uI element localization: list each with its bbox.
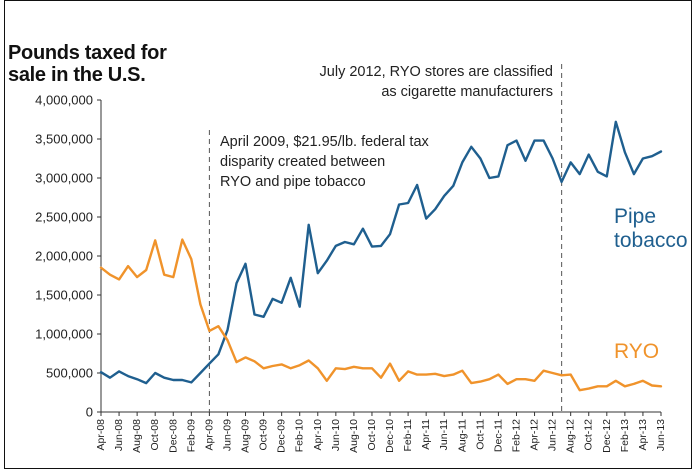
x-tick-label: Feb-10 xyxy=(294,419,306,452)
series-line-ryo xyxy=(99,238,663,392)
x-tick-label: Feb-09 xyxy=(185,419,197,452)
x-tick-label: Apr-08 xyxy=(95,419,107,451)
x-tick-label: Oct-12 xyxy=(583,419,595,451)
x-tick-label: Jun-12 xyxy=(547,419,559,451)
y-tick-label: 2,500,000 xyxy=(35,210,93,225)
series-line-pipe-tobacco xyxy=(99,120,663,385)
x-tick-label: Jun-08 xyxy=(113,419,125,451)
x-tick-label: Dec-08 xyxy=(167,419,179,453)
x-tick-label: Dec-10 xyxy=(384,419,396,453)
x-tick-label: Apr-12 xyxy=(529,419,541,451)
x-tick-label: Dec-09 xyxy=(276,419,288,453)
chart-title-line-2: sale in the U.S. xyxy=(8,64,146,86)
x-tick-label: Apr-13 xyxy=(637,419,649,451)
x-tick-label: Aug-10 xyxy=(348,419,360,453)
x-tick-label: Dec-11 xyxy=(492,419,504,452)
series-label: RYO xyxy=(614,340,659,363)
x-tick-label: Dec-12 xyxy=(601,419,613,453)
y-tick-label: 3,500,000 xyxy=(35,132,93,147)
y-tick-label: 2,000,000 xyxy=(35,249,93,264)
chart-title: Pounds taxed for sale in the U.S. xyxy=(8,42,167,86)
annotation-text: July 2012, RYO stores are classified xyxy=(320,64,553,80)
x-tick-label: Apr-10 xyxy=(312,419,324,451)
x-tick-label: Oct-10 xyxy=(366,419,378,451)
series-label: Pipe xyxy=(614,205,656,228)
y-tick-label: 500,000 xyxy=(46,366,93,381)
series-label: tobacco xyxy=(614,229,688,252)
x-tick-label: Aug-09 xyxy=(240,419,252,453)
x-tick-label: Oct-11 xyxy=(474,419,486,450)
y-tick-label: 1,500,000 xyxy=(35,288,93,303)
x-tick-label: Aug-11 xyxy=(456,419,468,452)
x-tick-label: Feb-11 xyxy=(402,419,414,452)
x-tick-label: Jun-09 xyxy=(221,419,233,451)
y-tick-label: 0 xyxy=(86,405,93,420)
annotation-text: as cigarette manufacturers xyxy=(381,84,553,100)
annotation-text: April 2009, $21.95/lb. federal tax xyxy=(220,134,430,150)
x-tick-label: Oct-09 xyxy=(258,419,270,451)
x-tick-label: Feb-13 xyxy=(619,419,631,452)
chart-title-line-1: Pounds taxed for xyxy=(8,42,167,64)
x-tick-label: Oct-08 xyxy=(149,419,161,451)
x-tick-label: Jun-13 xyxy=(655,419,667,451)
x-tick-label: Jun-11 xyxy=(438,419,450,450)
x-tick-label: Aug-12 xyxy=(565,419,577,453)
chart-frame xyxy=(4,0,692,469)
y-tick-label: 3,000,000 xyxy=(35,171,93,186)
x-tick-label: Apr-11 xyxy=(420,419,432,450)
x-tick-label: Aug-08 xyxy=(131,419,143,453)
y-tick-label: 4,000,000 xyxy=(35,93,93,108)
annotation-text: disparity created between xyxy=(220,154,385,170)
x-tick-label: Feb-12 xyxy=(510,419,522,452)
annotation-text: RYO and pipe tobacco xyxy=(220,174,366,190)
y-tick-label: 1,000,000 xyxy=(35,327,93,342)
x-tick-label: Jun-10 xyxy=(330,419,342,451)
x-tick-label: Apr-09 xyxy=(203,419,215,451)
